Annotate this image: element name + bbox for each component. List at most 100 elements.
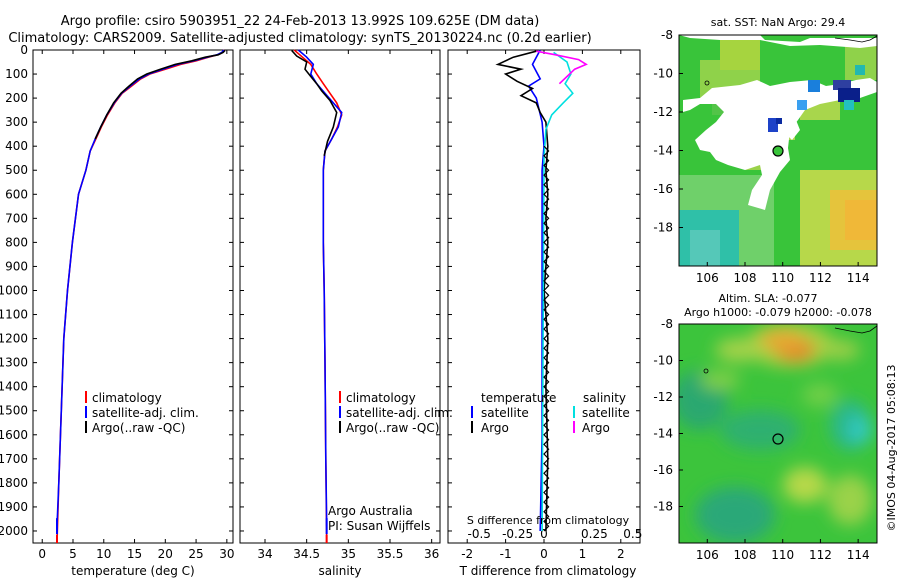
sst-map-title: sat. SST: NaN Argo: 29.4 <box>711 16 845 29</box>
legend-label-s-satellite: satellite <box>582 406 630 420</box>
depth-tick-label: 700 <box>5 211 28 225</box>
x-tick-label: 15 <box>127 547 142 561</box>
lat-tick-label: -14 <box>653 144 673 158</box>
lat-tick-label: -18 <box>653 221 673 235</box>
lat-tick-label: -8 <box>661 317 673 331</box>
depth-tick-label: 100 <box>5 67 28 81</box>
x-tick-label: 36 <box>424 547 439 561</box>
sla-map-subtitle: Argo h1000: -0.079 h2000: -0.078 <box>684 306 872 319</box>
legend-label-s-argo: Argo <box>582 421 610 435</box>
x-tick-label: 34.5 <box>293 547 320 561</box>
legend-swatch-satellite <box>85 406 87 418</box>
lat-tick-label: -16 <box>653 182 673 196</box>
sst-argo-marker <box>772 145 784 157</box>
sla-argo-marker <box>772 433 784 445</box>
lon-tick-label: 106 <box>696 271 719 285</box>
depth-tick-label: 1900 <box>0 500 28 514</box>
series-line-temperature-argo-detail <box>543 145 550 532</box>
depth-tick-label: 900 <box>5 259 28 273</box>
x2-tick-label: 0.25 <box>581 527 608 541</box>
difference-panel: -2 -1 0 1 2 -0.5 -0.25 0 0.25 0.5 <box>461 49 642 561</box>
lon-tick-label: 110 <box>771 548 794 562</box>
legend-swatch-satellite <box>339 406 341 418</box>
depth-tick-label: 1700 <box>0 452 28 466</box>
depth-tick-label: 1300 <box>0 356 28 370</box>
series-line-satellite-adj-clim- <box>297 49 343 527</box>
legend-swatch-t-argo <box>471 421 473 433</box>
salinity-panel: 34 34.5 35 35.5 36 <box>257 49 439 561</box>
x2-tick-label: 0 <box>540 527 548 541</box>
temperature-panel: 0 5 10 15 20 25 30 <box>38 49 234 561</box>
depth-tick-label: 300 <box>5 115 28 129</box>
legend-label-t-satellite: satellite <box>481 406 529 420</box>
depth-tick-label: 2000 <box>0 524 28 538</box>
legend-header-temperature: temperature <box>481 391 556 405</box>
lon-tick-label: 106 <box>696 548 719 562</box>
figure-title-line1: Argo profile: csiro 5903951_22 24-Feb-20… <box>61 14 540 29</box>
annotation-pi: PI: Susan Wijffels <box>328 519 430 533</box>
depth-tick-label: 600 <box>5 187 28 201</box>
lat-tick-label: -10 <box>653 67 673 81</box>
difference-legend: temperature salinity satellite Argo sate… <box>471 391 630 435</box>
legend-label-argo: Argo(..raw -QC) <box>92 421 185 435</box>
x-tick-label: 35 <box>341 547 356 561</box>
series-line-temperature-argo <box>495 50 549 532</box>
series-line-salinity-satellite <box>541 51 574 532</box>
legend-label-satellite: satellite-adj. clim. <box>346 406 453 420</box>
figure-title-line2: Climatology: CARS2009. Satellite-adjuste… <box>8 31 591 46</box>
x-tick-label: 0 <box>38 547 46 561</box>
lat-tick-label: -14 <box>653 427 673 441</box>
lon-tick-label: 110 <box>771 271 794 285</box>
x-tick-label: 20 <box>158 547 173 561</box>
x-tick-label: 30 <box>219 547 234 561</box>
depth-tick-label: 1100 <box>0 308 28 322</box>
lat-tick-label: -12 <box>653 390 673 404</box>
series-line-argo-raw-qc- <box>291 49 338 156</box>
lon-tick-label: 114 <box>847 271 870 285</box>
legend-label-t-argo: Argo <box>481 421 509 435</box>
salinity-axis-label: salinity <box>318 564 361 578</box>
legend-label-satellite: satellite-adj. clim. <box>92 406 199 420</box>
legend-swatch-s-argo <box>573 421 575 433</box>
legend-swatch-climatology <box>85 391 87 403</box>
depth-tick-label: 1600 <box>0 428 28 442</box>
series-line-satellite-adj-clim- <box>56 49 225 527</box>
x-tick-label: 25 <box>188 547 203 561</box>
annotation-argo-australia: Argo Australia <box>328 504 413 518</box>
lat-tick-label: -8 <box>661 28 673 42</box>
lon-tick-label: 108 <box>734 548 757 562</box>
legend-label-climatology: climatology <box>346 391 416 405</box>
x-tick-label: -1 <box>500 547 512 561</box>
depth-tick-label: 1800 <box>0 476 28 490</box>
legend-swatch-t-satellite <box>471 406 473 418</box>
x2-tick-label: -0.5 <box>467 527 490 541</box>
x-tick-label: 2 <box>617 547 625 561</box>
lon-tick-label: 114 <box>847 548 870 562</box>
temperature-legend: climatology satellite-adj. clim. Argo(..… <box>85 391 199 435</box>
series-line-argo-raw-qc- <box>94 49 226 140</box>
depth-tick-label: 1500 <box>0 404 28 418</box>
depth-axis: 0 100 200 300 400 500 600 700 800 900 1000 1100 1200… <box>0 43 640 538</box>
series-line-temperature-satellite <box>527 49 545 532</box>
t-difference-axis-label: T difference from climatology <box>459 564 637 578</box>
x-tick-label: 35.5 <box>377 547 404 561</box>
legend-swatch-argo <box>85 421 87 433</box>
lat-tick-label: -18 <box>653 500 673 514</box>
series-line-salinity-argo <box>536 50 588 85</box>
depth-tick-label: 200 <box>5 91 28 105</box>
legend-swatch-climatology <box>339 391 341 403</box>
x-tick-label: 34 <box>257 547 272 561</box>
legend-label-argo: Argo(..raw -QC) <box>346 421 439 435</box>
s-difference-axis-label: S difference from climatology <box>467 514 630 527</box>
sla-map-axes: 106 108 110 112 114 -8 -10 -12 -14 -16 -18 <box>653 317 869 562</box>
lon-tick-label: 112 <box>809 271 832 285</box>
x-tick-label: 5 <box>69 547 77 561</box>
legend-swatch-argo <box>339 421 341 433</box>
depth-tick-label: 800 <box>5 235 28 249</box>
depth-tick-label: 0 <box>20 43 28 57</box>
lat-tick-label: -16 <box>653 463 673 477</box>
x2-tick-label: 0.5 <box>623 527 642 541</box>
sst-map-axes: 106 108 110 112 114 -8 -10 -12 -14 -16 -18 <box>653 28 869 285</box>
temperature-panel-frame <box>32 49 234 544</box>
